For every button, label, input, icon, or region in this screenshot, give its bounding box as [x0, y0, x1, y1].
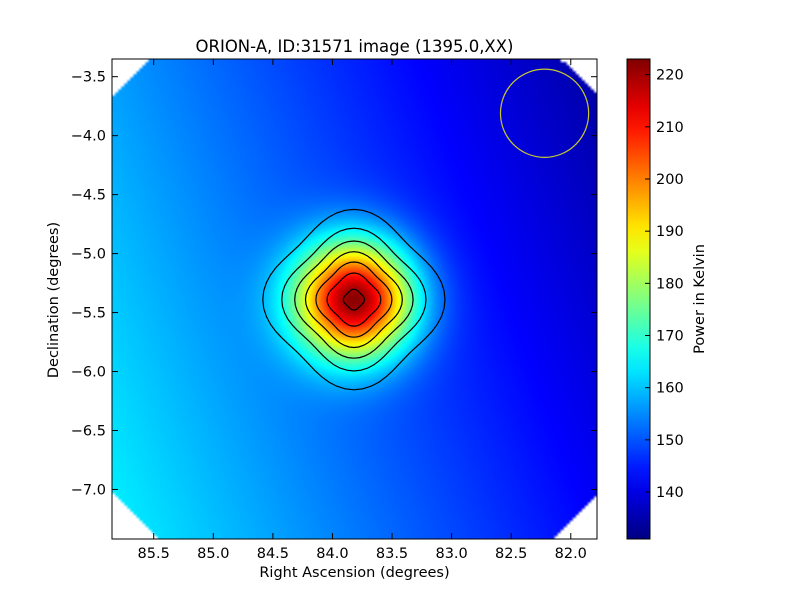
colorbar-label: Power in Kelvin	[692, 244, 708, 354]
x-tick-label: 85.0	[197, 546, 229, 562]
contour-220	[342, 288, 366, 311]
contour-210	[326, 272, 382, 327]
colorbar-tick-label: 140	[656, 485, 684, 501]
colorbar-gradient	[626, 58, 651, 540]
y-axis-label: Declination (degrees)	[46, 222, 62, 378]
y-tick-label: −4.5	[71, 188, 106, 204]
x-tick-label: 84.5	[257, 546, 289, 562]
colorbar-tick-label: 160	[656, 381, 684, 397]
contour-170	[281, 227, 427, 372]
contour-lines	[262, 208, 446, 391]
plot-area	[111, 58, 598, 540]
colorbar-tick-label: 200	[656, 172, 684, 188]
contour-160	[262, 208, 446, 391]
colorbar-tick-label: 170	[656, 329, 684, 345]
x-tick-label: 85.5	[138, 546, 170, 562]
colorbar-tick-label: 210	[656, 120, 684, 136]
y-tick-label: −6.0	[71, 365, 106, 381]
x-tick-label: 83.0	[435, 546, 467, 562]
colorbar-tick-label: 220	[656, 68, 684, 84]
contour-180	[294, 240, 414, 359]
contour-200	[315, 261, 393, 338]
contour-190	[304, 251, 403, 349]
plot-frame	[111, 58, 598, 540]
colorbar-tick-label: 180	[656, 276, 684, 292]
y-tick-label: −5.0	[71, 247, 106, 263]
y-tick-label: −6.5	[71, 423, 106, 439]
x-tick-label: 82.0	[555, 546, 587, 562]
chart-title: ORION-A, ID:31571 image (1395.0,XX)	[196, 37, 514, 56]
x-tick-label: 84.0	[316, 546, 348, 562]
y-tick-label: −7.0	[71, 482, 106, 498]
colorbar: 140 150 160 170 180 190 200 210 220 Power in Kel…	[626, 58, 708, 540]
y-tick-label: −5.5	[71, 306, 106, 322]
colorbar-tick-label: 190	[656, 224, 684, 240]
y-axis: −3.5 −4.0 −4.5 −5.0 −5.5 −6.0 −6.5 −7.0	[71, 70, 597, 498]
x-tick-label: 82.5	[495, 546, 527, 562]
x-tick-label: 83.5	[376, 546, 408, 562]
colorbar-ticks: 140 150 160 170 180 190 200 210 220	[645, 68, 684, 501]
y-tick-label: −3.5	[71, 70, 106, 86]
colorbar-tick-label: 150	[656, 433, 684, 449]
heatmap-image	[112, 59, 597, 539]
y-tick-label: −4.0	[71, 129, 106, 145]
x-axis: 85.5 85.0 84.5 84.0 83.5 83.0 82.5 82.0	[138, 59, 587, 562]
beam-circle	[499, 68, 590, 158]
x-axis-label: Right Ascension (degrees)	[259, 565, 449, 581]
